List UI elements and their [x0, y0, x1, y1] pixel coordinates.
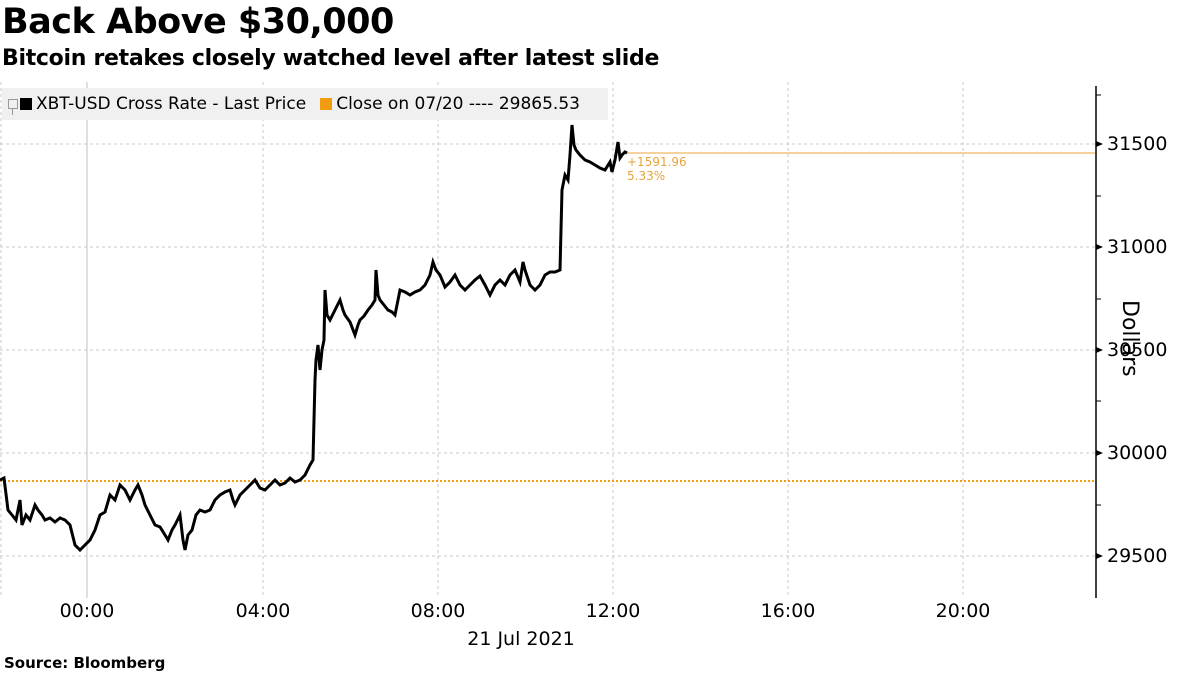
- y-tick-label: 30000: [1107, 442, 1168, 464]
- change-value: +1591.96: [627, 155, 687, 169]
- legend-collapse-icon[interactable]: [8, 99, 18, 115]
- y-axis-label: Dollars: [1117, 300, 1142, 377]
- y-gridlines: [0, 143, 1095, 557]
- chart-legend: XBT-USD Cross Rate - Last Price Close on…: [2, 88, 608, 120]
- x-gridlines: [0, 82, 964, 598]
- x-tick-label: 00:00: [59, 600, 115, 622]
- legend-label: XBT-USD Cross Rate - Last Price: [36, 94, 307, 114]
- y-tick-label: 31000: [1107, 236, 1168, 258]
- y-axis-ticks: [1096, 94, 1101, 506]
- x-tick-label: 12:00: [585, 600, 641, 622]
- x-axis-date-label: 21 Jul 2021: [467, 628, 575, 650]
- legend-item-last-price: XBT-USD Cross Rate - Last Price: [20, 94, 306, 114]
- x-tick-label: 04:00: [235, 600, 291, 622]
- source-note: Source: Bloomberg: [4, 654, 166, 672]
- legend-item-prev-close: Close on 07/20 ---- 29865.53: [320, 94, 580, 114]
- chart-subtitle: Bitcoin retakes closely watched level af…: [2, 46, 660, 71]
- chart-title: Back Above $30,000: [2, 2, 394, 42]
- x-tick-label: 08:00: [410, 600, 466, 622]
- legend-swatch-black: [20, 98, 32, 110]
- price-line: [0, 124, 628, 553]
- x-tick-label: 16:00: [760, 600, 816, 622]
- legend-swatch-orange: [320, 98, 333, 110]
- y-tick-label: 31500: [1107, 133, 1168, 155]
- change-percent: 5.33%: [627, 169, 666, 183]
- change-annotation: +1591.96 5.33%: [627, 155, 687, 183]
- x-tick-label: 20:00: [935, 600, 991, 622]
- y-tick-label: 29500: [1107, 545, 1168, 567]
- y-axis-arrows: [1096, 141, 1103, 559]
- y-tick-label: 30500: [1107, 339, 1168, 361]
- legend-label: Close on 07/20 ---- 29865.53: [336, 94, 580, 114]
